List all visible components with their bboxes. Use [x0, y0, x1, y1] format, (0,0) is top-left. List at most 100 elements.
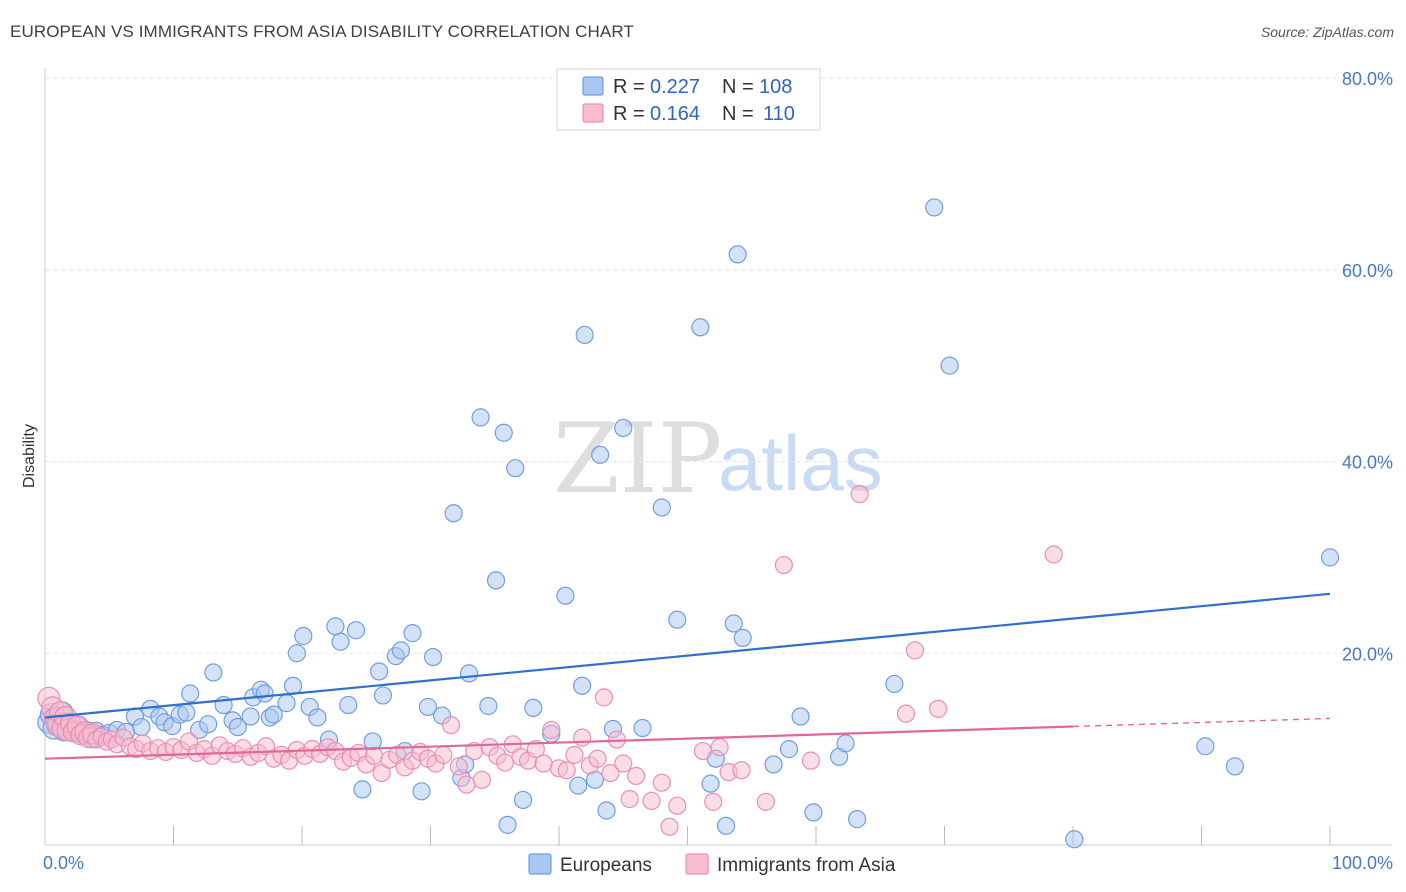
point-europeans-66	[459, 664, 479, 683]
point-europeans-107	[1225, 757, 1245, 776]
y-axis-label: Disability	[21, 424, 38, 488]
point-europeans-33	[228, 717, 247, 737]
legend-n-label-asia: N =	[722, 103, 754, 125]
point-asia-53	[364, 746, 384, 765]
point-europeans-92	[724, 614, 743, 633]
legend-top: R = 0.227 N = 108 R = 0.164 N = 110	[556, 68, 821, 131]
point-asia-101	[850, 484, 869, 504]
point-asia-100	[801, 751, 820, 770]
chart-source: Source: ZipAtlas.com	[1260, 24, 1394, 40]
point-europeans-105	[1065, 830, 1084, 849]
point-europeans-41	[283, 676, 303, 695]
point-asia-63	[441, 716, 461, 735]
point-asia-99	[774, 555, 793, 575]
legend-r-label-europeans: R =	[613, 76, 645, 98]
point-europeans-69	[486, 571, 506, 590]
watermark: ZIP atlas	[553, 403, 883, 515]
point-europeans-29	[199, 715, 218, 734]
point-asia-83	[594, 688, 614, 707]
x-tick-label-min: 0.0%	[43, 853, 84, 873]
point-asia-84	[601, 763, 620, 783]
point-asia-87	[620, 789, 639, 809]
point-europeans-88	[691, 318, 710, 337]
point-europeans-70	[494, 423, 513, 442]
point-asia-88	[626, 766, 646, 786]
trendlines	[44, 592, 1331, 760]
point-asia-90	[652, 773, 671, 792]
point-europeans-73	[513, 790, 533, 810]
point-asia-103	[905, 641, 925, 660]
bottom-legend-label-asia: Immigrants from Asia	[717, 855, 896, 876]
point-europeans-40	[277, 694, 296, 713]
point-europeans-104	[940, 356, 959, 375]
point-asia-70	[495, 753, 515, 772]
point-europeans-49	[339, 695, 358, 715]
point-europeans-30	[204, 663, 223, 682]
point-asia-98	[756, 792, 775, 811]
point-europeans-78	[573, 676, 592, 695]
point-europeans-102	[885, 674, 904, 694]
point-asia-67	[472, 770, 491, 789]
point-europeans-94	[733, 628, 752, 648]
point-europeans-82	[597, 801, 616, 820]
point-asia-89	[642, 791, 661, 810]
point-europeans-37	[255, 684, 274, 703]
point-europeans-76	[556, 586, 575, 605]
point-europeans-54	[373, 686, 393, 705]
legend-n-value-asia: 110	[763, 103, 795, 125]
point-europeans-96	[779, 740, 799, 759]
trendline-asia	[44, 725, 1074, 760]
point-europeans-56	[391, 641, 411, 660]
point-europeans-100	[836, 734, 855, 753]
point-asia-104	[928, 699, 948, 718]
point-europeans-34	[241, 707, 260, 726]
y-tick-label-3: 80.0%	[1342, 69, 1393, 89]
point-europeans-101	[848, 810, 867, 829]
x-tick-label-max: 100.0%	[1332, 853, 1393, 873]
point-asia-86	[614, 754, 633, 773]
point-europeans-60	[418, 697, 438, 717]
point-europeans-39	[264, 705, 283, 724]
point-europeans-87	[668, 610, 687, 629]
legend-r-value-asia: 0.164	[650, 103, 700, 125]
point-asia-80	[573, 728, 592, 747]
point-asia-94	[704, 792, 723, 811]
point-europeans-43	[294, 626, 313, 646]
trendline-europeans	[44, 592, 1331, 719]
point-europeans-42	[287, 644, 306, 663]
point-europeans-86	[652, 498, 671, 517]
point-europeans-106	[1196, 737, 1215, 756]
point-europeans-68	[479, 696, 498, 716]
point-asia-75	[534, 754, 553, 773]
point-europeans-74	[524, 698, 543, 717]
point-europeans-51	[353, 780, 372, 799]
point-asia-95	[710, 738, 729, 757]
legend-swatch-asia	[582, 103, 604, 123]
point-asia-79	[565, 745, 584, 764]
legend-swatch-europeans	[582, 76, 604, 96]
point-europeans-71	[498, 815, 517, 834]
point-europeans-61	[423, 647, 443, 667]
trendline-asia-extrapolated	[1072, 717, 1331, 728]
point-europeans-48	[331, 632, 350, 651]
point-europeans-67	[471, 408, 490, 427]
point-asia-105	[1044, 545, 1063, 564]
point-asia-102	[896, 704, 916, 723]
point-asia-54	[372, 763, 391, 783]
bottom-legend-swatch-europeans	[528, 853, 552, 875]
y-tick-label-2: 60.0%	[1342, 261, 1393, 281]
point-europeans-26	[177, 703, 196, 722]
point-europeans-98	[804, 803, 823, 822]
point-asia-91	[660, 817, 679, 836]
point-europeans-58	[403, 624, 422, 643]
point-europeans-59	[412, 782, 431, 801]
point-europeans-93	[728, 245, 747, 264]
point-europeans-53	[370, 662, 389, 681]
legend-n-value-europeans: 108	[759, 76, 792, 98]
point-europeans-91	[716, 816, 736, 835]
point-europeans-72	[506, 459, 525, 478]
gridlines	[45, 77, 1392, 654]
point-europeans-79	[575, 325, 594, 345]
point-europeans-27	[181, 684, 200, 703]
